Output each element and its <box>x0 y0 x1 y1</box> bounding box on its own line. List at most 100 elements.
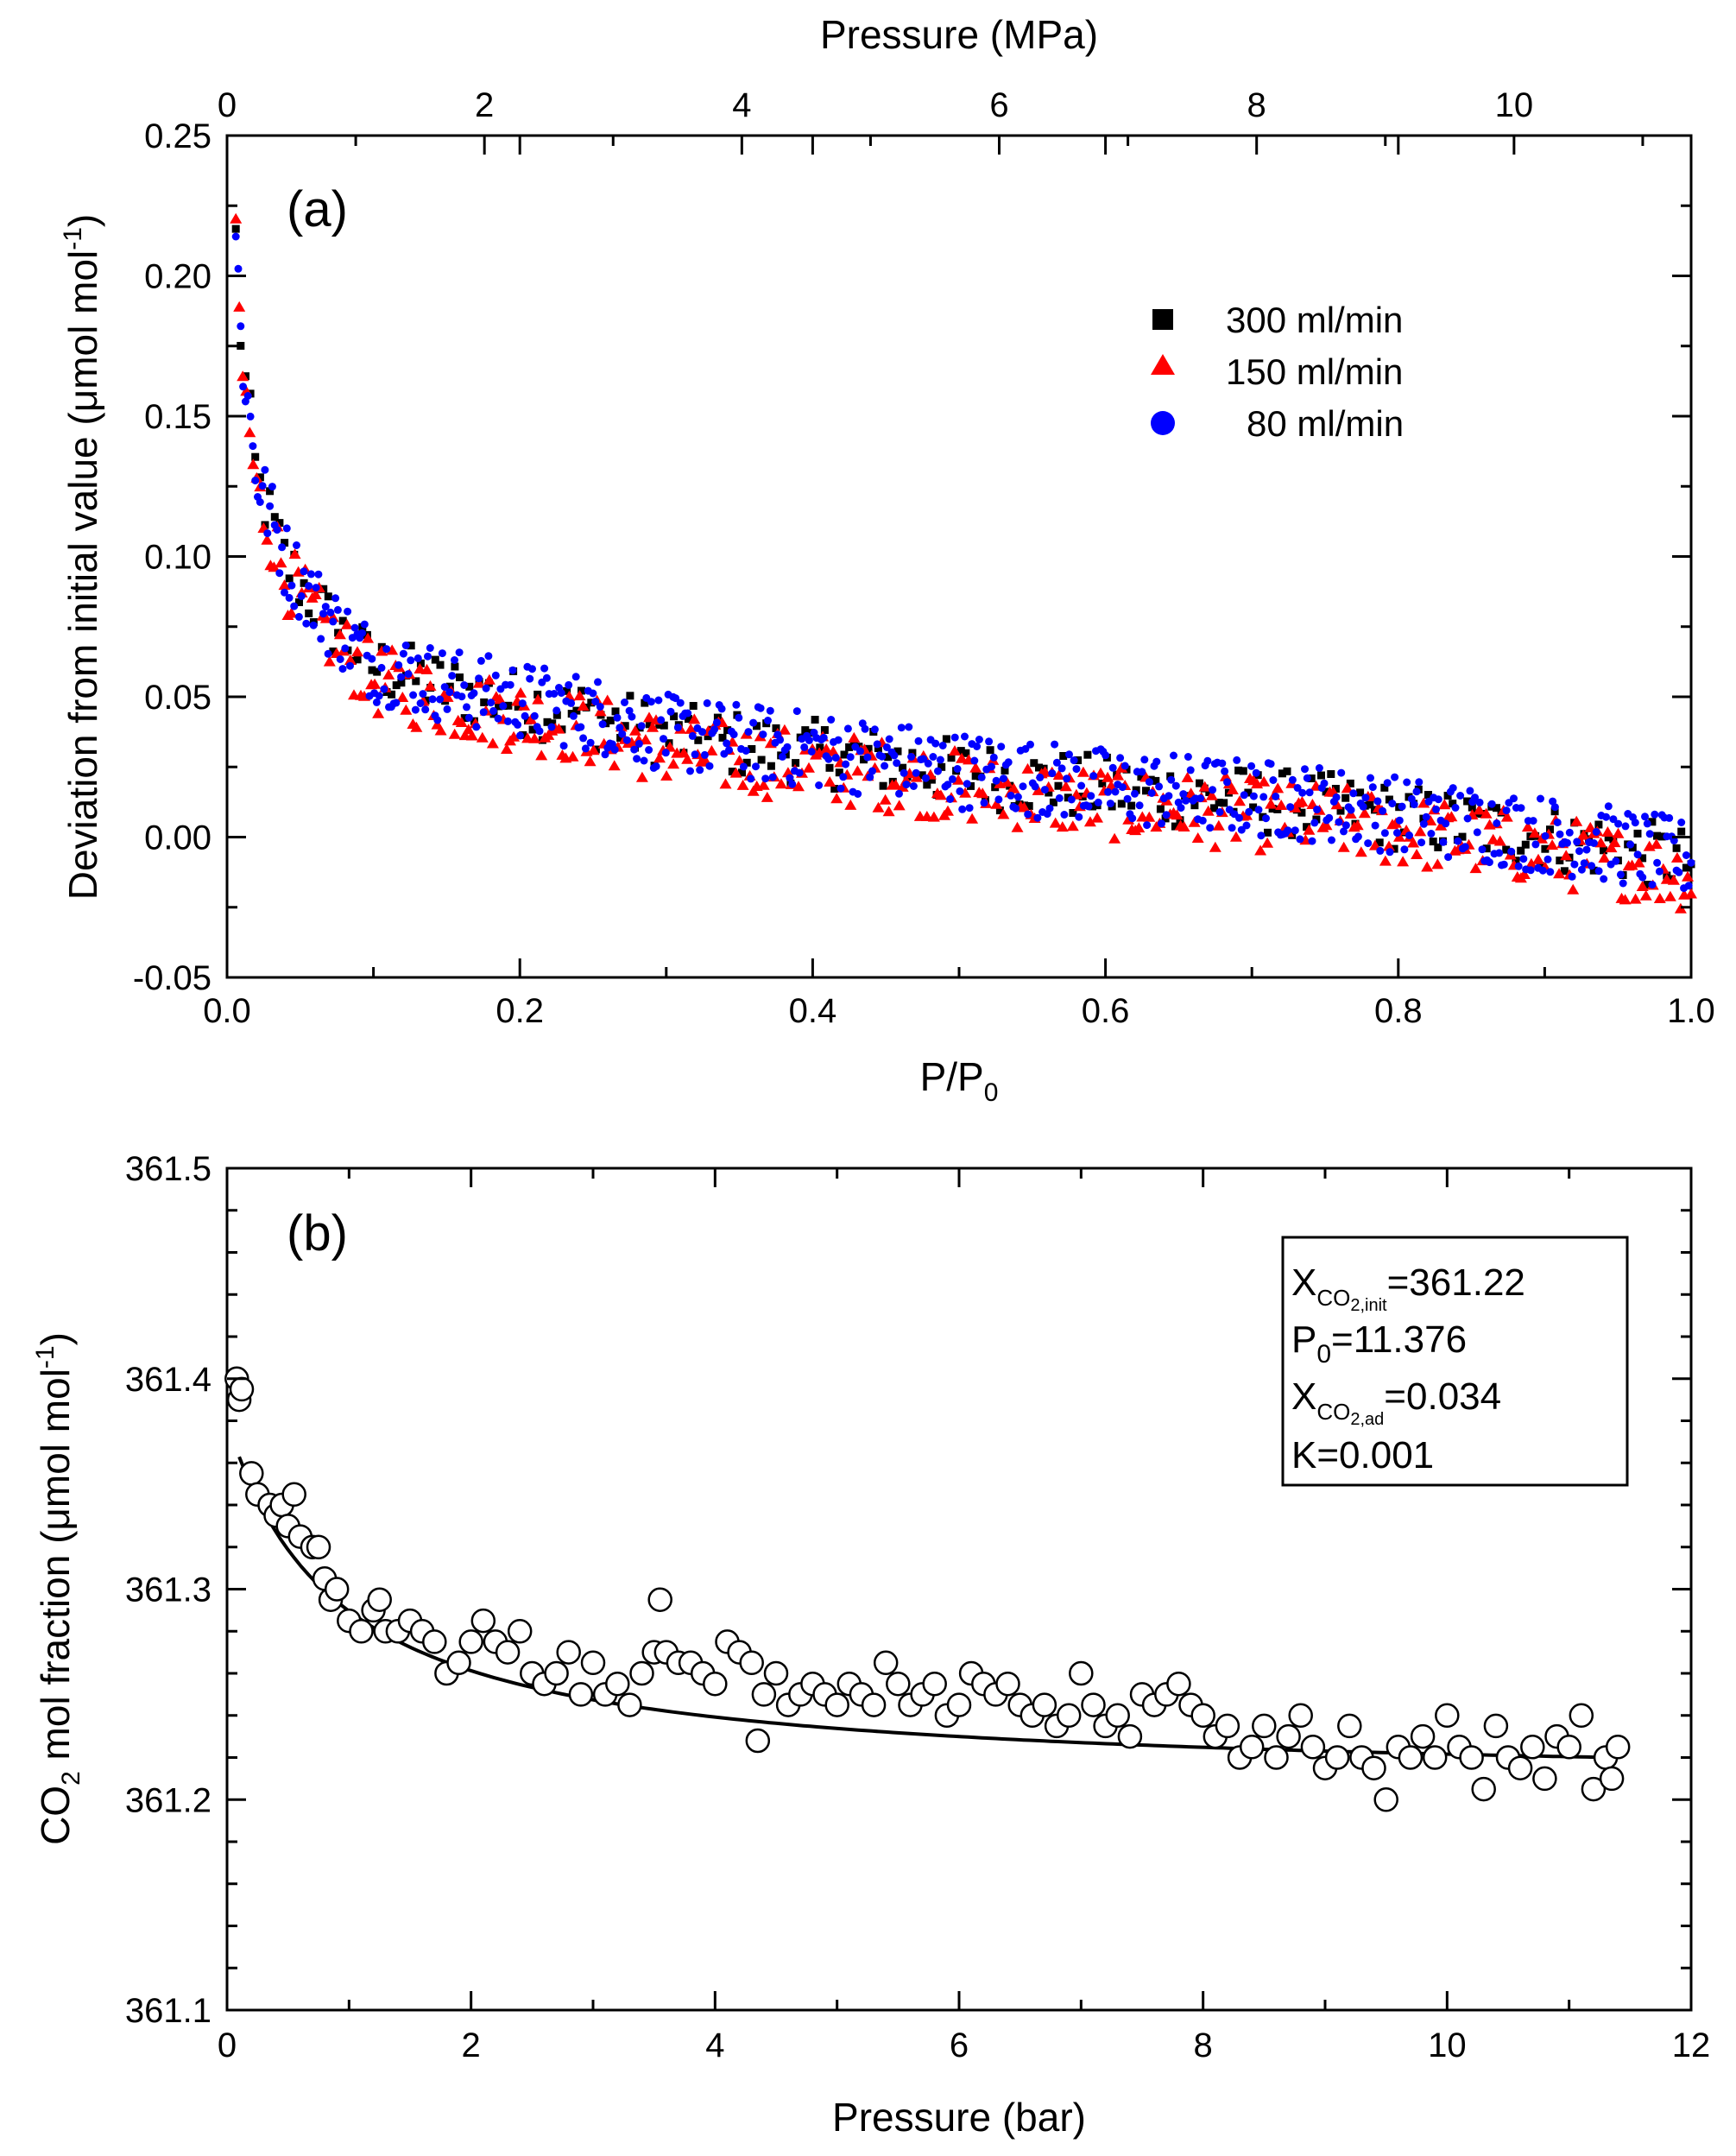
point-80ml <box>503 717 512 725</box>
point-80ml <box>1167 775 1176 784</box>
point-80ml <box>1182 796 1190 805</box>
point-80ml <box>577 723 585 731</box>
point-80ml <box>1325 813 1334 822</box>
panel-b-y-title-rest: mol fraction (μmol mol <box>33 1369 78 1771</box>
point-300ml <box>1375 838 1384 847</box>
point-80ml <box>924 759 932 768</box>
point-150ml <box>872 801 885 812</box>
point-150ml <box>653 752 666 763</box>
point-80ml <box>1240 791 1248 800</box>
point-150ml <box>813 747 826 758</box>
point-80ml <box>258 482 267 490</box>
point-80ml <box>494 714 502 723</box>
point-80ml <box>1602 812 1610 821</box>
point-300ml <box>962 749 970 757</box>
point-80ml <box>1495 849 1504 857</box>
point-300ml <box>1604 833 1613 842</box>
point-80ml <box>1094 798 1102 806</box>
point-80ml <box>846 753 855 762</box>
point-80ml <box>756 704 765 712</box>
point-80ml <box>1514 862 1523 870</box>
point-80ml <box>1215 808 1224 816</box>
point-80ml <box>836 784 845 793</box>
panel-a-y-tick-label: 0.05 <box>144 679 211 717</box>
point-80ml <box>419 690 427 699</box>
point-80ml <box>1485 858 1493 867</box>
point-150ml <box>1341 782 1354 793</box>
point-80ml <box>1118 783 1127 792</box>
point-80ml <box>594 678 602 686</box>
point-80ml <box>518 699 527 708</box>
point-80ml <box>506 680 514 689</box>
point-150ml <box>1594 837 1607 848</box>
point-80ml <box>613 713 622 722</box>
point-80ml <box>1529 817 1537 825</box>
point-150ml <box>333 629 346 640</box>
point-300ml <box>645 720 653 729</box>
point-150ml <box>889 779 902 790</box>
panel-b-point <box>647 1587 672 1612</box>
panel-b-points <box>224 1366 1631 1812</box>
point-150ml <box>1608 837 1621 848</box>
point-150ml <box>1469 863 1482 874</box>
point-80ml <box>358 629 366 637</box>
point-80ml <box>1531 840 1540 849</box>
point-150ml <box>351 646 363 657</box>
point-300ml <box>436 661 445 669</box>
panel-b-point <box>995 1671 1020 1697</box>
point-300ml <box>1633 829 1642 838</box>
panel-b-point <box>556 1640 581 1665</box>
point-150ml <box>1411 849 1424 859</box>
point-80ml <box>654 696 663 705</box>
point-80ml <box>559 742 568 750</box>
point-80ml <box>458 692 466 701</box>
point-150ml <box>532 693 545 705</box>
point-80ml <box>321 603 330 611</box>
point-80ml <box>464 713 473 722</box>
point-150ml <box>1133 822 1146 833</box>
point-80ml <box>1507 847 1516 856</box>
point-80ml <box>542 673 551 682</box>
point-80ml <box>1257 831 1266 840</box>
point-80ml <box>1298 788 1307 797</box>
point-150ml <box>434 724 447 736</box>
point-150ml <box>1007 782 1020 793</box>
point-80ml <box>1682 851 1690 859</box>
point-80ml <box>1140 756 1149 764</box>
point-80ml <box>873 740 881 749</box>
point-80ml <box>1368 783 1377 792</box>
point-80ml <box>1419 819 1428 828</box>
point-300ml <box>1385 795 1393 804</box>
panel-a-x2-tick-label: 0 <box>218 86 237 124</box>
point-80ml <box>1315 764 1323 772</box>
point-80ml <box>350 623 359 632</box>
point-300ml <box>445 682 454 691</box>
point-150ml <box>472 677 485 688</box>
point-80ml <box>438 649 446 658</box>
panel-a-y-title-main: Deviation from initial value (μmol mol <box>60 250 105 901</box>
point-80ml <box>882 743 891 751</box>
point-80ml <box>965 804 974 812</box>
point-80ml <box>1305 788 1314 797</box>
point-80ml <box>1102 751 1110 760</box>
point-300ml <box>723 726 732 735</box>
point-80ml <box>547 723 556 731</box>
point-80ml <box>1308 837 1316 845</box>
point-150ml <box>247 458 260 470</box>
point-80ml <box>747 775 755 783</box>
panel-b-point <box>1117 1723 1143 1749</box>
point-80ml <box>625 706 634 715</box>
point-80ml <box>660 735 667 743</box>
point-150ml <box>587 744 600 756</box>
point-80ml <box>766 706 774 715</box>
panel-a-y-tick-label: -0.05 <box>133 959 211 997</box>
point-150ml <box>1056 821 1069 832</box>
point-80ml <box>764 717 772 724</box>
point-300ml <box>820 726 829 734</box>
panel-a-y-title-end: ) <box>60 214 105 227</box>
point-80ml <box>944 781 952 789</box>
point-300ml <box>295 598 303 606</box>
point-80ml <box>657 716 666 724</box>
point-80ml <box>1075 812 1083 821</box>
panel-b-point <box>580 1650 606 1676</box>
